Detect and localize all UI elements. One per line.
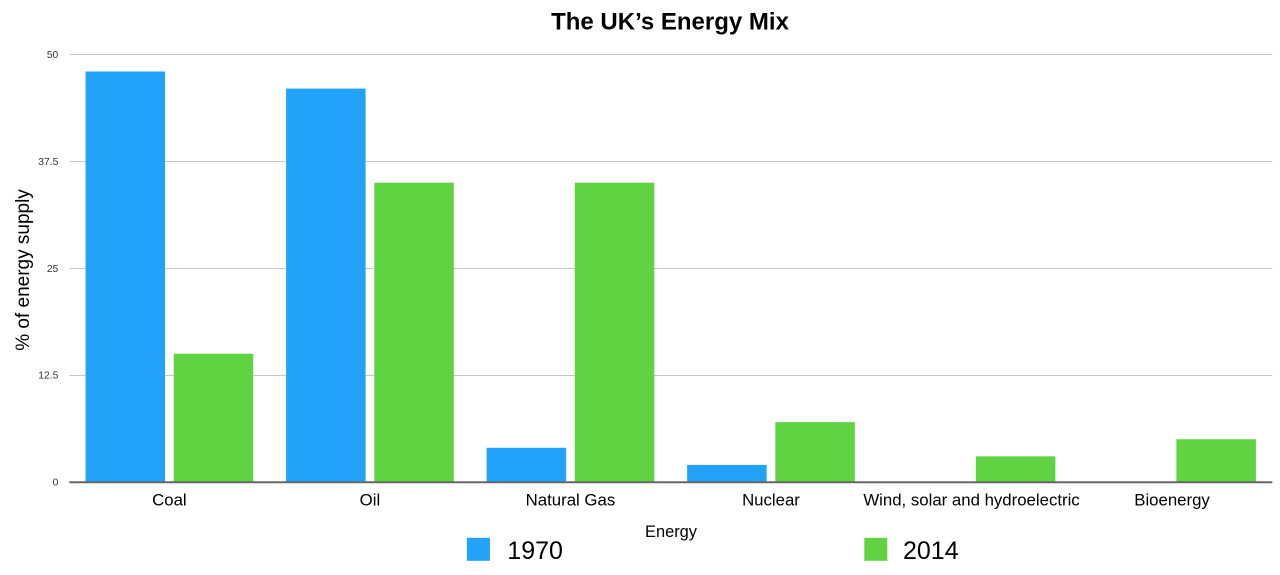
svg-text:Oil: Oil (360, 491, 381, 510)
svg-text:50: 50 (47, 50, 59, 61)
svg-text:Coal: Coal (152, 491, 187, 510)
svg-text:Energy: Energy (645, 523, 698, 541)
svg-text:Bioenergy: Bioenergy (1134, 491, 1210, 510)
svg-text:Wind, solar and hydroelectric: Wind, solar and hydroelectric (863, 491, 1079, 510)
svg-text:0: 0 (53, 478, 59, 489)
svg-text:1970: 1970 (507, 537, 563, 565)
svg-text:37.5: 37.5 (38, 157, 58, 168)
svg-text:Natural Gas: Natural Gas (526, 491, 616, 510)
svg-text:Nuclear: Nuclear (742, 491, 800, 510)
svg-text:The UK’s Energy Mix: The UK’s Energy Mix (551, 9, 789, 36)
svg-text:25: 25 (47, 264, 59, 275)
svg-text:2014: 2014 (903, 537, 959, 565)
svg-text:12.5: 12.5 (38, 371, 58, 382)
svg-text:% of energy supply: % of energy supply (13, 189, 34, 351)
